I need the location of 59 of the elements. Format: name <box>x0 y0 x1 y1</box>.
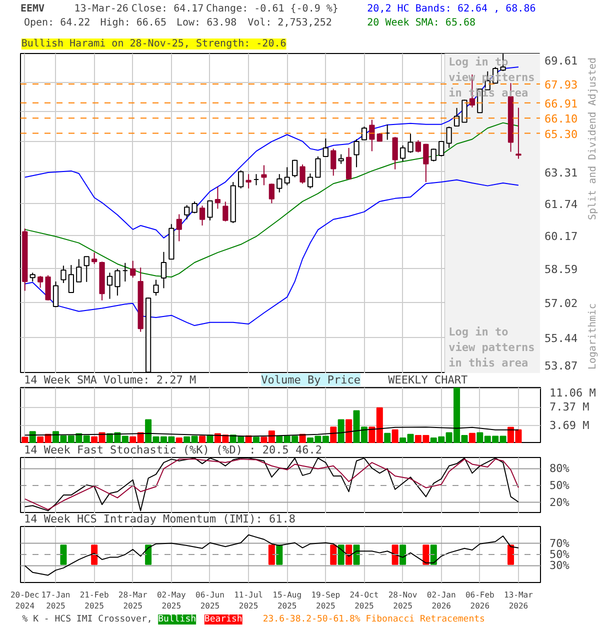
y-tick-label: 30% <box>550 559 570 572</box>
x-tick-label: 24-Oct 2025 <box>350 590 379 610</box>
y-tick-label: 63.31 <box>544 166 578 180</box>
text: WEEKLY CHART <box>388 374 468 386</box>
y-tick-label: 57.02 <box>544 297 578 310</box>
x-tick-label: 15-Aug 2025 <box>272 590 302 610</box>
text: Bearish <box>204 614 242 624</box>
x-tick-label: 06-Feb 2026 <box>465 590 495 610</box>
text: Low: 63.98 <box>176 18 237 28</box>
x-tick-label: 11-Jul 2025 <box>234 590 264 610</box>
y-tick-label: 61.74 <box>544 198 578 211</box>
y-axis-title: Split and Dividend Adjusted <box>588 57 598 220</box>
ref-line-label: 66.10 <box>544 112 578 126</box>
text: Change: -0.61 {-0.9 %} <box>206 4 338 14</box>
chart-title: 14 Week HCS Intraday Momentum (IMI): 61.8 <box>24 512 296 526</box>
y-tick-label: 55.44 <box>544 332 578 346</box>
x-tick-label: 17-Jan 2025 <box>41 590 70 610</box>
x-tick-label: 06-Jun 2025 <box>196 590 225 610</box>
y-tick-label: 53.87 <box>544 360 578 372</box>
y-tick-label: 58.59 <box>544 263 578 276</box>
text: Bullish Harami on 28-Nov-25, Strength: -20.6 <box>21 38 286 50</box>
line-series <box>24 534 519 576</box>
chart-title: 14 Week Fast Stochastic (%K) (%D) : 20.5 46.2 <box>24 444 322 456</box>
chart-title: EEMV <box>20 4 45 14</box>
text: Logarithmic <box>588 303 598 370</box>
text: 13-Mar-26 <box>74 4 128 14</box>
y-tick-label: 50% <box>550 479 570 492</box>
legend-title: % K - HCS IMI Crossover, <box>22 614 152 624</box>
y-tick-label: 60.17 <box>544 230 578 243</box>
y-tick-label: 80% <box>550 462 570 476</box>
text: Close: 64.17 <box>131 4 204 14</box>
text: 23.6-38.2-50-61.8% Fibonacci Retracements <box>262 614 485 624</box>
x-tick-label: 28-Mar 2025 <box>118 590 148 610</box>
x-tick-label: 19-Sep 2025 <box>311 590 340 610</box>
x-tick-label: 20-Dec 2024 <box>10 590 40 610</box>
y-tick-label: 7.37 M <box>550 400 590 414</box>
y-tick-label: 50% <box>550 548 570 561</box>
text: 20,2 HC Bands: 62.64 , 68.86 <box>367 4 536 14</box>
text: High: 66.65 <box>100 18 166 28</box>
text: Bullish <box>158 614 196 624</box>
chart-title: 14 Week SMA Volume: 2.27 M <box>24 374 197 386</box>
ref-line-label: 66.91 <box>544 97 578 110</box>
text: Volume By Price <box>261 374 361 386</box>
text: 20 Week SMA: 65.68 <box>367 18 476 28</box>
x-tick-label: 21-Feb 2025 <box>80 590 109 610</box>
x-tick-label: 28-Nov 2025 <box>388 590 418 610</box>
ref-line-label: 67.93 <box>544 78 578 92</box>
y-tick-label: 11.06 M <box>550 386 596 400</box>
y-tick-label: 70% <box>550 536 570 550</box>
ref-line-label: 65.30 <box>544 128 578 141</box>
x-tick-label: 02-May 2025 <box>156 590 186 610</box>
x-tick-label: 13-Mar 2026 <box>504 590 534 610</box>
x-tick-label: 02-Jan 2026 <box>426 590 456 610</box>
text: Open: 64.22 <box>24 18 90 28</box>
annotation: Log in to view patterns in this area <box>448 325 535 370</box>
text: Vol: 2,753,252 <box>248 18 332 28</box>
y-tick-label: 3.69 M <box>550 418 590 432</box>
y-tick-label: 69.61 <box>544 54 578 68</box>
y-tick-label: 20% <box>550 496 570 509</box>
